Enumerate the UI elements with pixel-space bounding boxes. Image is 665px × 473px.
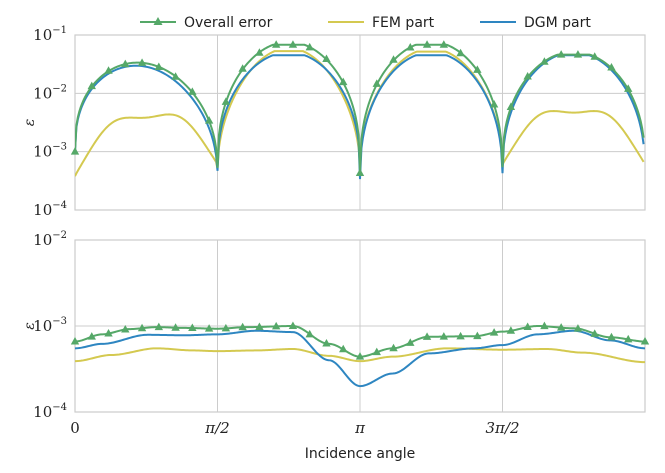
overall-error-marker	[221, 97, 231, 105]
overall-error-marker	[221, 323, 231, 332]
overall-error-marker	[154, 62, 164, 70]
overall-error-marker	[590, 52, 599, 60]
series-line-dgm-part	[75, 329, 645, 388]
overall-error-marker	[406, 338, 415, 346]
y-axis-label: ε	[22, 119, 38, 127]
series-line-fem-part	[75, 347, 645, 364]
overall-error-marker	[87, 81, 96, 90]
y-tick-label: 10−4	[33, 402, 67, 421]
y-tick-label: 10−4	[33, 200, 67, 219]
overall-error-marker	[322, 338, 331, 347]
x-axis-label: Incidence angle	[305, 446, 416, 462]
overall-error-marker	[473, 331, 482, 340]
overall-error-marker	[137, 323, 147, 332]
overall-error-marker	[154, 322, 164, 331]
legend-label: DGM part	[524, 15, 591, 31]
overall-error-marker	[422, 40, 432, 48]
overall-error-marker	[556, 50, 566, 58]
overall-error-marker	[171, 323, 180, 331]
legend-label: Overall error	[184, 15, 273, 31]
overall-error-marker	[121, 325, 130, 333]
x-tick-label: π	[354, 419, 366, 437]
axes-frame	[74, 34, 646, 211]
overall-error-marker	[506, 102, 516, 111]
y-tick-label: 10−1	[33, 25, 67, 44]
overall-error-marker	[204, 116, 214, 124]
overall-error-marker	[590, 329, 599, 337]
y-tick-label: 10−2	[33, 230, 67, 249]
overall-error-marker	[573, 324, 583, 332]
overall-error-marker	[489, 328, 499, 336]
overall-error-marker	[556, 323, 566, 331]
overall-error-marker	[305, 42, 314, 51]
overall-error-marker	[389, 55, 398, 63]
x-tick-label: π/2	[204, 419, 229, 437]
overall-error-marker	[624, 84, 633, 92]
overall-error-marker	[288, 40, 298, 48]
overall-error-marker	[439, 332, 449, 340]
overall-error-marker	[121, 59, 130, 68]
overall-error-marker	[322, 54, 331, 62]
overall-error-marker	[305, 329, 314, 338]
legend-label: FEM part	[372, 15, 435, 31]
overall-error-marker	[389, 343, 398, 352]
overall-error-marker	[355, 168, 365, 176]
overall-error-marker	[355, 352, 365, 360]
y-axis-label: ε	[22, 322, 38, 330]
overall-error-marker	[456, 48, 465, 57]
overall-error-marker	[271, 321, 281, 330]
overall-error-marker	[573, 50, 583, 58]
overall-error-marker	[624, 334, 633, 343]
overall-error-marker	[171, 72, 180, 80]
overall-error-marker	[204, 324, 214, 332]
overall-error-marker	[104, 66, 113, 74]
axes-frame	[74, 239, 646, 413]
overall-error-marker	[540, 321, 549, 330]
overall-error-marker	[70, 337, 80, 345]
x-tick-label: 3π/2	[486, 419, 520, 437]
overall-error-marker	[372, 79, 381, 87]
series-line-overall-error	[75, 43, 645, 173]
overall-error-marker	[255, 48, 264, 56]
overall-error-marker	[640, 337, 650, 345]
x-tick-label: 0	[70, 419, 80, 437]
overall-error-marker	[339, 77, 348, 86]
bottom-panel: 10−2 10−3 10−4 ε	[22, 230, 650, 421]
legend-marker	[153, 17, 163, 25]
overall-error-marker	[104, 328, 113, 337]
legend: Overall error FEM part DGM part	[140, 15, 591, 31]
overall-error-marker	[288, 321, 298, 330]
overall-error-marker	[523, 322, 532, 331]
overall-error-marker	[255, 322, 264, 330]
overall-error-marker	[489, 99, 499, 108]
overall-error-marker	[339, 344, 348, 353]
overall-error-marker	[607, 332, 616, 341]
overall-error-marker	[506, 326, 516, 334]
overall-error-marker	[422, 332, 432, 340]
overall-error-marker	[523, 72, 532, 80]
overall-error-marker	[188, 87, 197, 95]
y-tick-label: 10−3	[33, 142, 67, 161]
overall-error-marker	[137, 58, 147, 66]
overall-error-marker	[372, 347, 381, 356]
overall-error-marker	[406, 43, 415, 51]
overall-error-marker	[238, 322, 247, 331]
overall-error-marker	[456, 331, 465, 340]
overall-error-marker	[188, 323, 197, 332]
top-panel: 10−1 10−2 10−3 10−4 ε	[22, 25, 646, 219]
overall-error-marker	[540, 57, 549, 65]
overall-error-marker	[87, 332, 96, 340]
y-tick-label: 10−2	[33, 83, 67, 102]
overall-error-marker	[473, 65, 482, 73]
overall-error-marker	[271, 40, 281, 48]
overall-error-marker	[238, 64, 247, 72]
overall-error-marker	[70, 147, 80, 155]
y-tick-label: 10−3	[33, 316, 67, 335]
overall-error-marker	[439, 40, 449, 48]
overall-error-marker	[607, 63, 616, 71]
